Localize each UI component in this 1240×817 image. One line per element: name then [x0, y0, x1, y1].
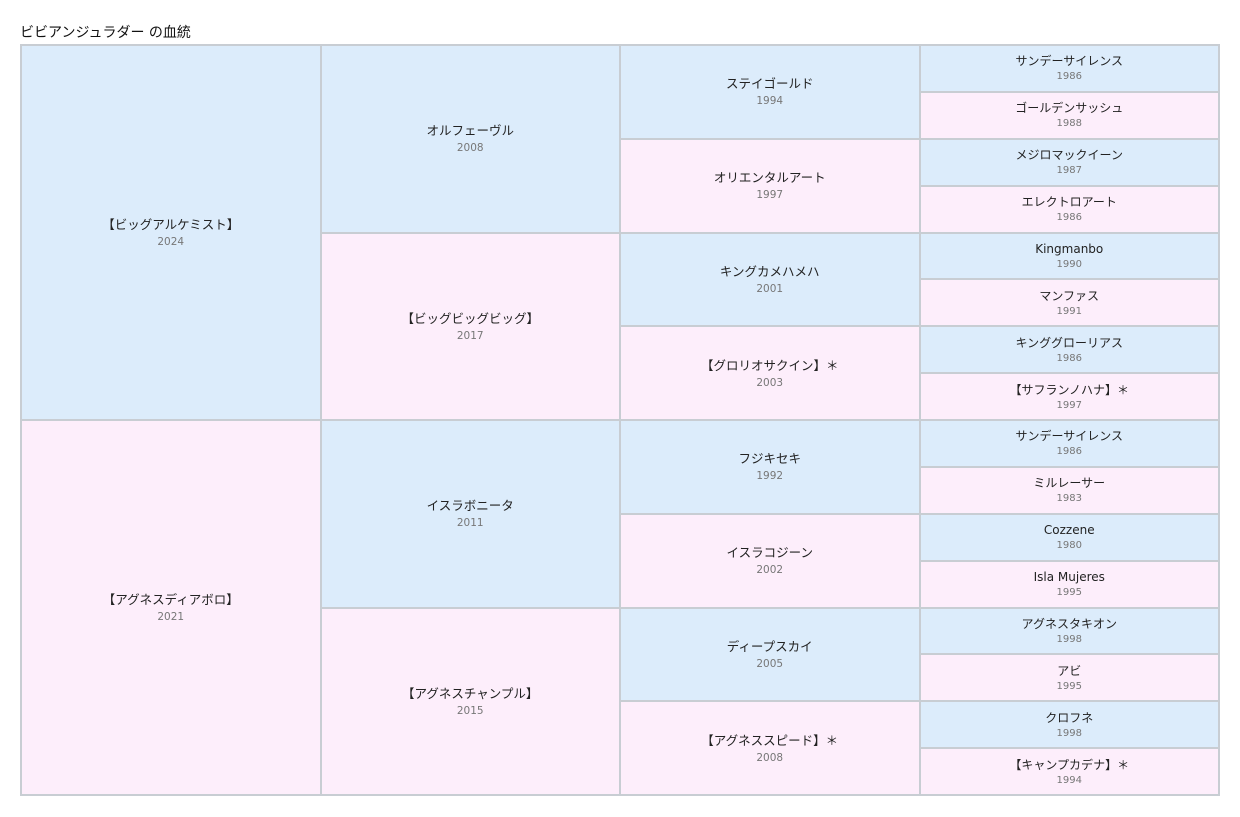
horse-name[interactable]: サンデーサイレンス — [1015, 429, 1124, 444]
ancestor-cell[interactable]: 【キャンプカデナ】＊ 1994 — [920, 749, 1218, 794]
birth-year: 2001 — [756, 282, 784, 295]
horse-name[interactable]: ミルレーサー — [1033, 476, 1106, 491]
horse-name[interactable]: アグネスタキオン — [1021, 616, 1117, 631]
birth-year: 1987 — [1056, 165, 1082, 177]
horse-name[interactable]: ゴールデンサッシュ — [1015, 101, 1124, 116]
birth-year: 1986 — [1056, 352, 1082, 364]
ancestor-cell[interactable]: 【アグネススピード】＊ 2008 — [621, 702, 919, 794]
horse-name[interactable]: Isla Mujeres — [1033, 570, 1105, 585]
horse-name[interactable]: ステイゴールド — [725, 76, 814, 92]
horse-name[interactable]: Kingmanbo — [1035, 241, 1104, 256]
birth-year: 1988 — [1056, 118, 1082, 130]
page-title: ビビアンジュラダー の血統 — [20, 25, 191, 41]
dam-dam-cell[interactable]: 【アグネスチャンプル】 2015 — [321, 608, 619, 794]
dam-sire-cell[interactable]: イスラボニータ 2011 — [321, 421, 619, 607]
ancestor-cell[interactable]: エレクトロアート 1986 — [920, 186, 1218, 232]
horse-name[interactable]: キンググローリアス — [1015, 335, 1123, 350]
birth-year: 2008 — [456, 142, 484, 155]
birth-year: 2011 — [456, 517, 484, 530]
horse-name[interactable]: 【グロリオサクイン】＊ — [700, 357, 839, 373]
birth-year: 2017 — [456, 329, 484, 342]
birth-year: 2008 — [756, 751, 784, 764]
sire-dam-cell[interactable]: 【ビッグビッグビッグ】 2017 — [321, 233, 619, 419]
dam-cell[interactable]: 【アグネスディアボロ】 2021 — [22, 421, 320, 794]
birth-year: 1986 — [1056, 446, 1082, 458]
birth-year: 2005 — [756, 657, 784, 670]
ancestor-cell[interactable]: ミルレーサー 1983 — [920, 467, 1218, 513]
sire-cell[interactable]: 【ビッグアルケミスト】 2024 — [22, 46, 320, 419]
birth-year: 2024 — [157, 236, 185, 248]
birth-year: 1994 — [756, 95, 784, 108]
ancestor-cell[interactable]: オリエンタルアート 1997 — [621, 139, 919, 232]
birth-year: 1998 — [1056, 727, 1082, 739]
birth-year: 1998 — [1056, 633, 1082, 645]
horse-name[interactable]: イスラボニータ — [426, 498, 514, 514]
birth-year: 1997 — [1056, 399, 1082, 411]
birth-year: 1994 — [1056, 774, 1082, 786]
ancestor-cell[interactable]: マンファス 1991 — [920, 280, 1218, 326]
birth-year: 1986 — [1056, 71, 1082, 83]
pedigree-table: 【ビッグアルケミスト】 2024 【アグネスディアボロ】 2021 オルフェーヴ… — [20, 44, 1220, 796]
horse-name[interactable]: 【キャンプカデナ】＊ — [1009, 757, 1130, 772]
ancestor-cell[interactable]: サンデーサイレンス 1986 — [920, 421, 1218, 466]
ancestor-cell[interactable]: ゴールデンサッシュ 1988 — [920, 92, 1218, 138]
ancestor-cell[interactable]: Kingmanbo 1990 — [920, 233, 1218, 279]
birth-year: 1990 — [1056, 258, 1082, 270]
horse-name[interactable]: 【アグネススピード】＊ — [701, 732, 839, 748]
horse-name[interactable]: キングカメハメハ — [719, 263, 820, 279]
birth-year: 1992 — [756, 470, 784, 483]
birth-year: 2021 — [157, 611, 185, 623]
ancestor-cell[interactable]: キングカメハメハ 2001 — [621, 233, 919, 326]
horse-name[interactable]: クロフネ — [1045, 710, 1094, 725]
ancestor-cell[interactable]: 【グロリオサクイン】＊ 2003 — [621, 327, 919, 419]
birth-year: 1991 — [1056, 305, 1082, 317]
ancestor-cell[interactable]: Isla Mujeres 1995 — [920, 561, 1218, 607]
ancestor-cell[interactable]: 【サフランノハナ】＊ 1997 — [920, 374, 1218, 419]
ancestor-cell[interactable]: フジキセキ 1992 — [621, 421, 919, 513]
ancestor-cell[interactable]: メジロマックイーン 1987 — [920, 139, 1218, 185]
horse-name[interactable]: オルフェーヴル — [426, 123, 514, 139]
horse-name[interactable]: Cozzene — [1043, 523, 1095, 538]
ancestor-cell[interactable]: ディープスカイ 2005 — [621, 608, 919, 701]
horse-name[interactable]: マンファス — [1039, 288, 1100, 303]
horse-name[interactable]: オリエンタルアート — [713, 170, 826, 186]
ancestor-cell[interactable]: キンググローリアス 1986 — [920, 327, 1218, 373]
horse-name[interactable]: サンデーサイレンス — [1015, 54, 1124, 69]
birth-year: 1997 — [756, 189, 784, 202]
horse-name[interactable]: 【ビッグアルケミスト】 — [102, 217, 240, 232]
ancestor-cell[interactable]: イスラコジーン 2002 — [621, 514, 919, 607]
horse-name[interactable]: エレクトロアート — [1021, 195, 1117, 210]
horse-name[interactable]: 【アグネスチャンプル】 — [402, 685, 539, 701]
birth-year: 2015 — [456, 704, 484, 717]
horse-name[interactable]: フジキセキ — [738, 451, 801, 467]
birth-year: 1995 — [1056, 587, 1082, 599]
birth-year: 1986 — [1056, 212, 1082, 224]
ancestor-cell[interactable]: Cozzene 1980 — [920, 514, 1218, 560]
horse-name[interactable]: 【ビッグビッグビッグ】 — [401, 310, 539, 326]
birth-year: 1980 — [1056, 540, 1082, 552]
horse-name[interactable]: 【アグネスディアボロ】 — [102, 592, 239, 607]
ancestor-cell[interactable]: クロフネ 1998 — [920, 702, 1218, 748]
birth-year: 1995 — [1056, 680, 1082, 692]
birth-year: 2002 — [756, 564, 784, 577]
horse-name[interactable]: ディープスカイ — [726, 638, 813, 654]
ancestor-cell[interactable]: ステイゴールド 1994 — [621, 46, 919, 138]
birth-year: 2003 — [756, 376, 784, 389]
ancestor-cell[interactable]: アビ 1995 — [920, 655, 1218, 701]
birth-year: 1983 — [1056, 493, 1082, 505]
ancestor-cell[interactable]: サンデーサイレンス 1986 — [920, 46, 1218, 91]
horse-name[interactable]: アビ — [1057, 663, 1082, 678]
ancestor-cell[interactable]: アグネスタキオン 1998 — [920, 608, 1218, 654]
sire-sire-cell[interactable]: オルフェーヴル 2008 — [321, 46, 619, 232]
horse-name[interactable]: イスラコジーン — [726, 545, 813, 561]
horse-name[interactable]: 【サフランノハナ】＊ — [1009, 382, 1129, 397]
horse-name[interactable]: メジロマックイーン — [1015, 148, 1123, 163]
